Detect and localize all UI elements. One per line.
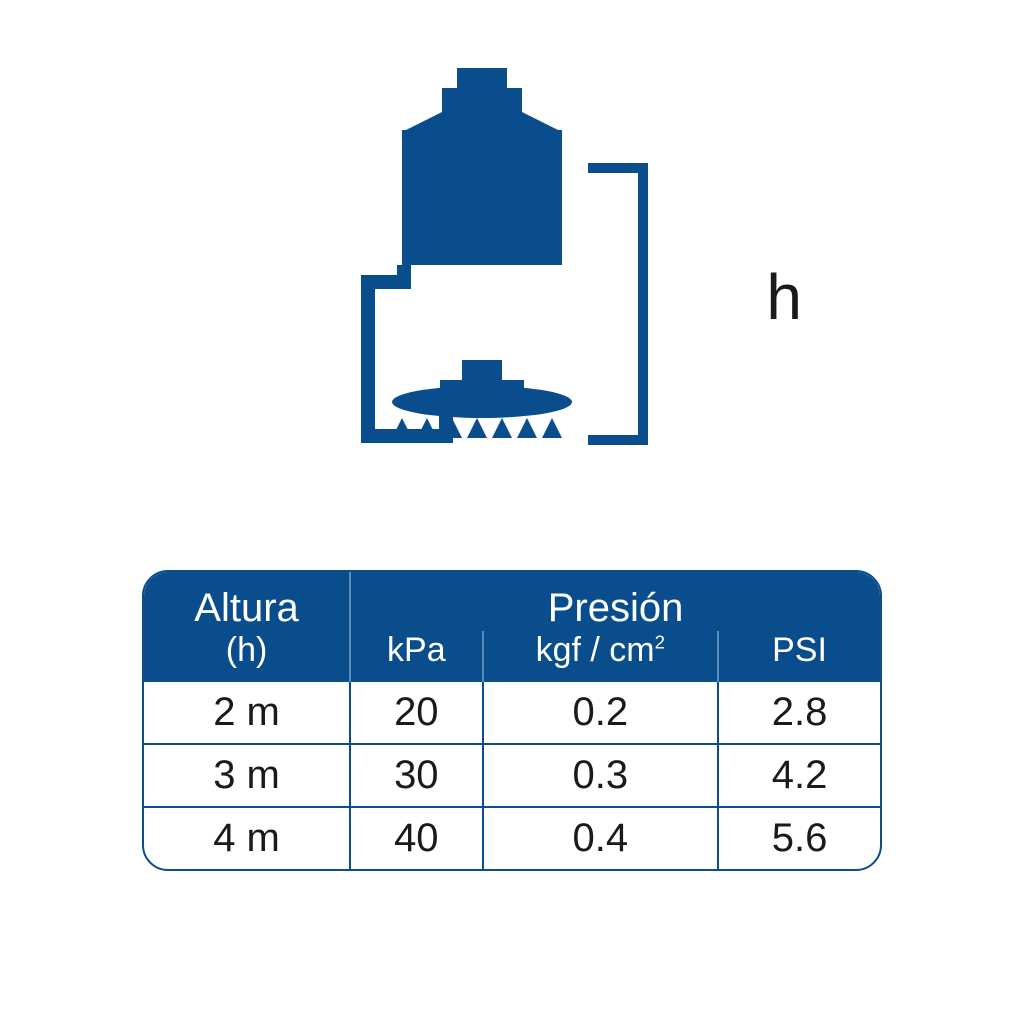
table-body: 2 m 20 0.2 2.8 3 m 30 0.3 4.2 4 m 40 0.4… bbox=[144, 681, 880, 869]
col-altura-title: Altura bbox=[144, 572, 350, 631]
col-kgf: kgf / cm2 bbox=[483, 631, 719, 681]
col-kpa: kPa bbox=[350, 631, 482, 681]
height-diagram: h bbox=[262, 60, 762, 480]
col-presion-title: Presión bbox=[350, 572, 880, 631]
pressure-table: Altura Presión (h) kPa kgf / cm2 PSI 2 m… bbox=[142, 570, 882, 871]
cell-kpa: 30 bbox=[350, 744, 482, 807]
cell-kpa: 20 bbox=[350, 681, 482, 744]
table-header: Altura Presión (h) kPa kgf / cm2 PSI bbox=[144, 572, 880, 681]
cell-psi: 4.2 bbox=[718, 744, 880, 807]
cell-altura: 3 m bbox=[144, 744, 350, 807]
table-row: 3 m 30 0.3 4.2 bbox=[144, 744, 880, 807]
cell-altura: 4 m bbox=[144, 807, 350, 869]
col-psi: PSI bbox=[718, 631, 880, 681]
table-row: 2 m 20 0.2 2.8 bbox=[144, 681, 880, 744]
cell-psi: 5.6 bbox=[718, 807, 880, 869]
cell-psi: 2.8 bbox=[718, 681, 880, 744]
height-label: h bbox=[766, 260, 802, 334]
cell-kgf: 0.4 bbox=[483, 807, 719, 869]
cell-kgf: 0.2 bbox=[483, 681, 719, 744]
cell-kpa: 40 bbox=[350, 807, 482, 869]
cell-kgf: 0.3 bbox=[483, 744, 719, 807]
cell-altura: 2 m bbox=[144, 681, 350, 744]
table-row: 4 m 40 0.4 5.6 bbox=[144, 807, 880, 869]
col-altura-sub: (h) bbox=[144, 631, 350, 681]
tank-shower-icon bbox=[262, 60, 762, 480]
